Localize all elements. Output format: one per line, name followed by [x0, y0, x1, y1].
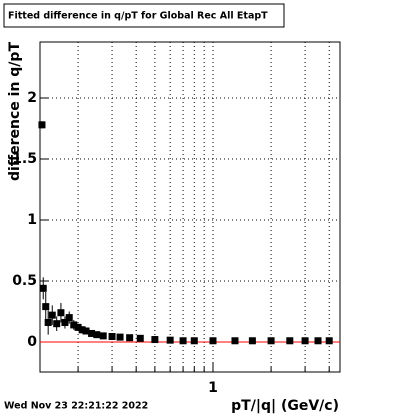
data-point [301, 337, 309, 345]
plot-frame [39, 41, 341, 373]
y-tick-label: 0.5 [12, 273, 37, 289]
data-point [116, 333, 124, 341]
timestamp: Wed Nov 23 22:21:22 2022 [4, 401, 148, 412]
data-point [248, 337, 256, 345]
y-tick-label: 0 [27, 334, 37, 350]
data-point [61, 318, 69, 326]
data-point [108, 332, 116, 340]
data-point [267, 337, 275, 345]
data-point [231, 337, 239, 345]
data-point [151, 336, 159, 344]
data-point [99, 332, 107, 340]
x-axis-title: pT/|q| (GeV/c) [231, 398, 339, 414]
data-point [44, 318, 52, 326]
data-point [74, 323, 82, 331]
data-point [209, 337, 217, 345]
x-tick-label: 1 [208, 380, 218, 396]
data-point [42, 303, 50, 311]
y-tick-label: 2 [27, 90, 37, 106]
data-point [82, 327, 90, 335]
data-point [126, 334, 134, 342]
data-point [93, 331, 101, 339]
y-axis-title: difference in q/pT [7, 42, 23, 181]
data-point [70, 321, 78, 329]
y-tick-label: 1 [27, 212, 37, 228]
data-point [38, 121, 46, 129]
data-point [78, 326, 86, 334]
data-point [88, 329, 96, 337]
chart-title: Fitted difference in q/pT for Global Rec… [8, 11, 268, 22]
data-point [314, 337, 322, 345]
data-point [65, 314, 73, 322]
data-point [286, 337, 294, 345]
data-point [57, 309, 65, 317]
y-tick-label: 1.5 [12, 151, 37, 167]
data-point [53, 320, 61, 328]
data-point [179, 337, 187, 345]
data-point [325, 337, 333, 345]
data-point [166, 336, 174, 344]
data-point [39, 284, 47, 292]
data-point [48, 311, 56, 319]
data-point [136, 334, 144, 342]
data-point [190, 337, 198, 345]
title-box [3, 3, 285, 28]
